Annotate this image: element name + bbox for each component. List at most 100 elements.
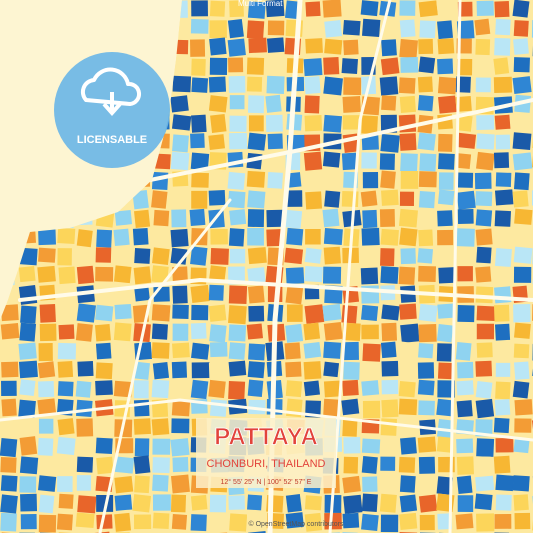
city-block bbox=[456, 248, 475, 265]
city-block bbox=[152, 494, 171, 511]
city-block bbox=[399, 512, 418, 530]
city-block bbox=[303, 151, 323, 171]
city-block bbox=[0, 438, 18, 458]
city-block bbox=[512, 152, 533, 171]
city-block bbox=[362, 209, 378, 229]
city-block bbox=[76, 437, 92, 456]
city-block bbox=[512, 380, 530, 399]
city-block bbox=[75, 380, 92, 398]
city-block bbox=[342, 115, 361, 130]
city-block bbox=[342, 512, 360, 529]
city-block bbox=[495, 18, 511, 36]
city-block bbox=[208, 284, 224, 301]
city-block bbox=[513, 38, 529, 55]
city-block bbox=[456, 190, 476, 210]
city-block bbox=[380, 248, 395, 267]
city-block bbox=[303, 380, 321, 397]
city-block bbox=[474, 18, 491, 36]
city-block bbox=[362, 400, 381, 419]
city-block bbox=[398, 266, 416, 285]
city-block bbox=[361, 493, 378, 512]
city-block bbox=[514, 399, 533, 416]
city-block bbox=[134, 209, 151, 229]
city-block bbox=[247, 361, 265, 379]
city-block bbox=[190, 322, 207, 340]
city-block bbox=[57, 227, 76, 244]
city-block bbox=[343, 341, 359, 361]
city-block bbox=[474, 493, 493, 511]
licensable-badge: LICENSABLE bbox=[54, 52, 170, 168]
city-block bbox=[379, 76, 399, 96]
city-block bbox=[475, 209, 493, 227]
city-block bbox=[495, 494, 512, 511]
city-block bbox=[134, 475, 150, 494]
city-block bbox=[475, 38, 491, 56]
city-block bbox=[361, 324, 379, 340]
city-block bbox=[494, 323, 511, 341]
city-block bbox=[95, 380, 113, 396]
city-block bbox=[457, 361, 474, 379]
city-block bbox=[57, 342, 77, 360]
city-block bbox=[323, 398, 339, 418]
city-block bbox=[246, 170, 266, 188]
city-block bbox=[94, 323, 111, 342]
city-block bbox=[286, 304, 303, 322]
city-block bbox=[342, 0, 359, 17]
city-block bbox=[419, 153, 437, 172]
city-block bbox=[208, 76, 227, 93]
city-block bbox=[514, 418, 532, 433]
city-block bbox=[513, 246, 533, 264]
city-block bbox=[133, 455, 151, 475]
city-block bbox=[399, 303, 417, 320]
city-block bbox=[190, 114, 207, 133]
city-block bbox=[341, 58, 358, 75]
city-block bbox=[95, 417, 115, 438]
city-block bbox=[171, 418, 190, 434]
city-block bbox=[171, 114, 192, 131]
city-block bbox=[456, 58, 473, 76]
city-block bbox=[247, 95, 265, 114]
city-block bbox=[514, 322, 531, 339]
city-block bbox=[227, 171, 246, 191]
city-block bbox=[38, 343, 53, 362]
city-block bbox=[265, 0, 285, 18]
city-block bbox=[513, 361, 530, 380]
city-block bbox=[474, 172, 492, 190]
city-block bbox=[456, 20, 475, 40]
city-block bbox=[513, 437, 530, 454]
city-block bbox=[475, 398, 495, 419]
city-block bbox=[360, 0, 379, 17]
city-block bbox=[113, 380, 133, 398]
city-block bbox=[513, 304, 531, 323]
city-block bbox=[418, 494, 438, 513]
city-block bbox=[228, 228, 245, 247]
city-block bbox=[438, 247, 456, 263]
city-block bbox=[362, 343, 381, 362]
city-block bbox=[191, 77, 209, 93]
cloud-icon bbox=[80, 67, 141, 106]
city-block bbox=[494, 514, 512, 529]
city-block bbox=[380, 57, 400, 76]
city-block bbox=[418, 229, 434, 247]
city-block bbox=[75, 399, 93, 417]
city-block bbox=[267, 171, 283, 189]
city-block bbox=[152, 362, 170, 380]
city-block bbox=[324, 20, 343, 38]
city-block bbox=[324, 512, 342, 530]
city-block bbox=[170, 474, 190, 494]
city-block bbox=[285, 323, 304, 343]
city-block bbox=[39, 457, 58, 475]
city-block bbox=[246, 513, 262, 532]
city-block bbox=[475, 57, 492, 76]
city-block bbox=[152, 247, 170, 265]
city-block bbox=[455, 153, 472, 170]
download-icon bbox=[102, 92, 122, 117]
city-block bbox=[380, 341, 397, 359]
city-block bbox=[229, 115, 247, 132]
city-block bbox=[0, 304, 19, 322]
city-block bbox=[418, 324, 437, 343]
city-block bbox=[133, 514, 152, 530]
city-block bbox=[248, 37, 267, 54]
city-block bbox=[305, 1, 321, 17]
city-block bbox=[0, 512, 17, 532]
